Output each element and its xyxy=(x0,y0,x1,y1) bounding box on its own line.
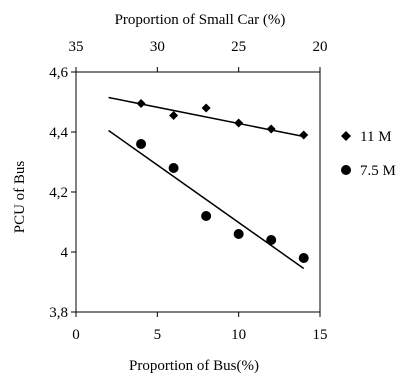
x2-tick-label: 35 xyxy=(69,39,84,55)
x-tick-label: 0 xyxy=(72,327,80,343)
bottom-axis-title: Proportion of Bus(%) xyxy=(129,358,259,374)
x-tick-label: 15 xyxy=(313,327,328,343)
data-point-7-5m xyxy=(136,139,147,149)
data-point-11m xyxy=(234,118,244,128)
data-point-11m xyxy=(201,103,211,113)
x2-tick-label: 30 xyxy=(150,39,165,55)
axes: 3,8 4 4,2 4,4 4,6 0 5 10 15 35 30 25 20 xyxy=(49,39,327,343)
y-tick-label: 4 xyxy=(61,245,69,261)
x2-tick-label: 25 xyxy=(231,39,246,55)
top-axis-title: Proportion of Small Car (%) xyxy=(115,12,286,28)
data-point-7-5m xyxy=(201,211,212,221)
data-point-11m xyxy=(169,111,179,120)
legend-circle-marker xyxy=(341,165,351,175)
y-tick-label: 3,8 xyxy=(49,305,68,321)
plot-area xyxy=(75,71,321,313)
data-point-11m xyxy=(136,99,146,108)
legend: 11 M 7.5 M xyxy=(341,129,396,179)
y-axis-title: PCU of Bus xyxy=(12,161,28,234)
x-tick-label: 5 xyxy=(154,327,162,343)
data-point-11m xyxy=(299,130,309,140)
plot-frame xyxy=(75,71,321,313)
data-point-7-5m xyxy=(168,163,179,173)
trendline-7-5m xyxy=(108,129,305,270)
labels: Proportion of Small Car (%) Proportion o… xyxy=(12,12,285,374)
data-point-7-5m xyxy=(266,235,277,245)
y-tick-label: 4,6 xyxy=(49,65,68,81)
legend-item-7-5m: 7.5 M xyxy=(341,163,396,179)
y-tick-label: 4,2 xyxy=(49,185,68,201)
legend-label-7-5m: 7.5 M xyxy=(360,163,396,179)
x2-tick-label: 20 xyxy=(313,39,328,55)
legend-label-11m: 11 M xyxy=(360,129,392,145)
y-tick-label: 4,4 xyxy=(49,125,68,141)
x-tick-label: 10 xyxy=(231,327,246,343)
markers xyxy=(136,99,309,263)
data-point-11m xyxy=(266,124,276,134)
legend-diamond-marker xyxy=(341,131,351,141)
data-point-7-5m xyxy=(233,229,244,239)
legend-item-11m: 11 M xyxy=(341,129,392,145)
data-point-7-5m xyxy=(298,253,309,263)
